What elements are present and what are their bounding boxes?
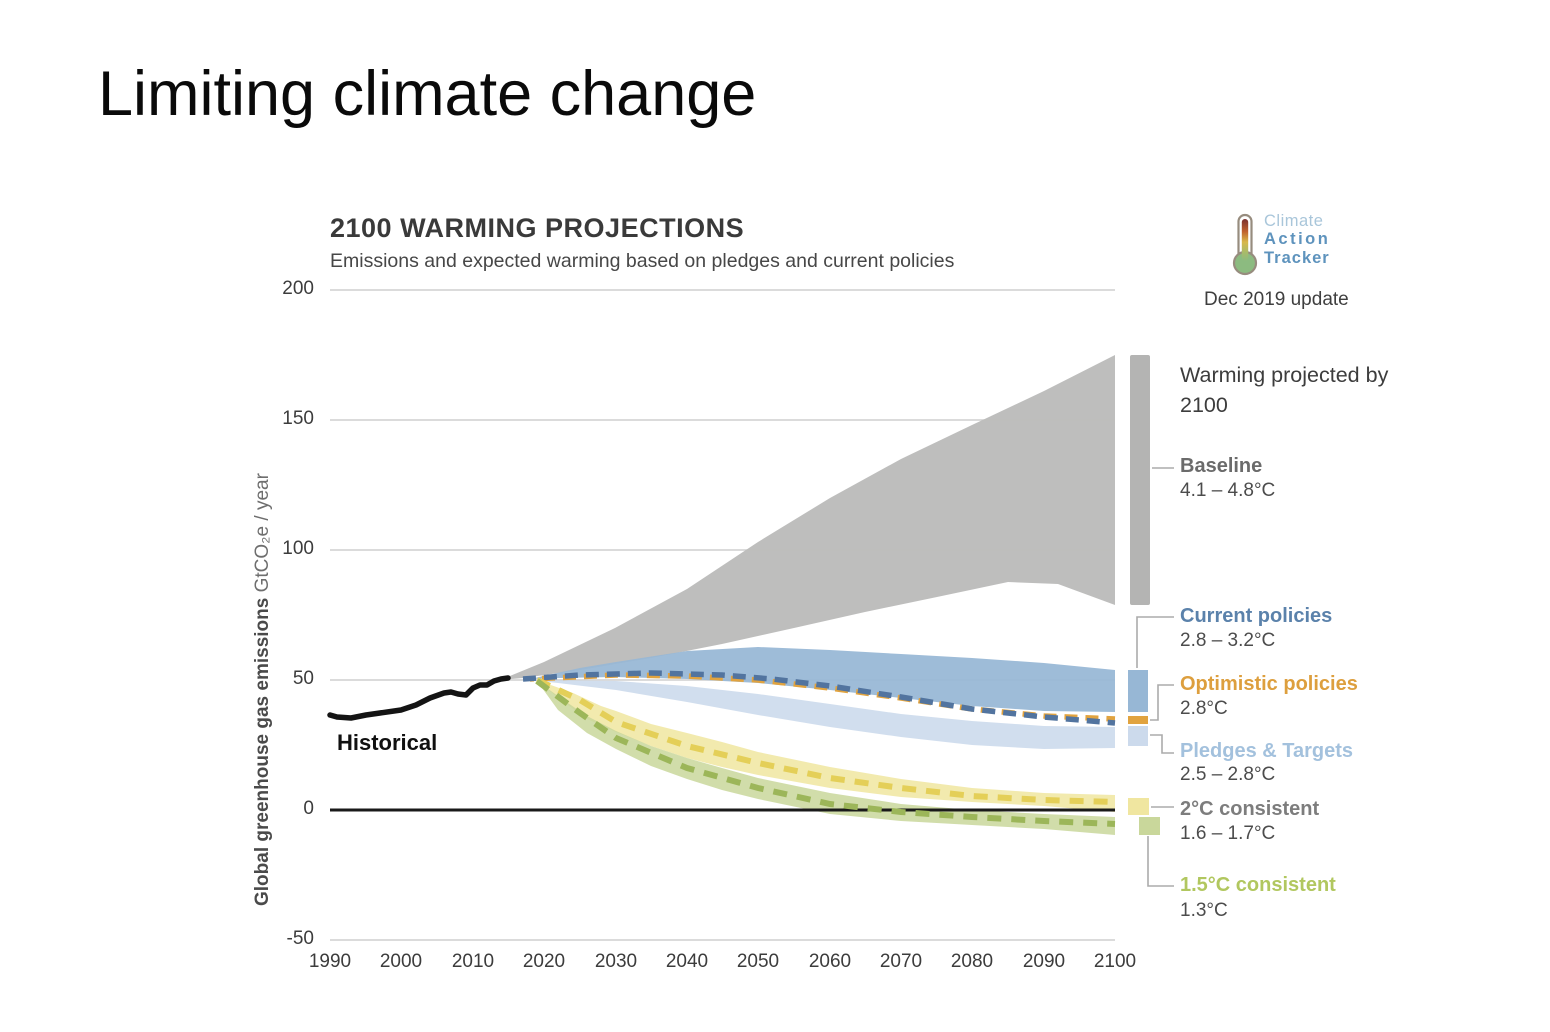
logo-word-climate: Climate	[1264, 212, 1324, 230]
y-tick-100: 100	[282, 538, 314, 559]
x-tick-2090: 2090	[1022, 951, 1066, 972]
two-deg-line	[535, 677, 1116, 805]
x-tick-2040: 2040	[665, 951, 709, 972]
historical-label: Historical	[337, 730, 438, 755]
logo-word-tracker: Tracker	[1264, 248, 1330, 267]
x-tick-2020: 2020	[522, 951, 566, 972]
pledges-targets-band	[530, 680, 1115, 749]
y-tick-neg50: -50	[286, 928, 314, 949]
climate-action-tracker-logo: Climate Action Tracker	[1232, 212, 1402, 276]
legend-current-policies-label: Current policies	[1180, 605, 1333, 627]
logo-word-action: Action	[1264, 230, 1331, 249]
baseline-swatch	[1130, 355, 1150, 605]
one-five-deg-swatch	[1139, 817, 1160, 835]
chart-title: 2100 WARMING PROJECTIONS	[330, 213, 745, 243]
legend-heading: Warming projected by 2100	[1180, 363, 1389, 418]
x-tick-2050: 2050	[736, 951, 780, 972]
update-note: Dec 2019 update	[1204, 289, 1349, 310]
x-tick-2000: 2000	[379, 951, 423, 972]
chart-subtitle: Emissions and expected warming based on …	[330, 250, 955, 272]
y-tick-200: 200	[282, 278, 314, 299]
legend-baseline-label: Baseline	[1180, 455, 1263, 477]
legend-connectors	[1136, 467, 1174, 887]
two-deg-swatch	[1128, 798, 1149, 815]
legend-two-deg-label: 2°C consistent	[1180, 798, 1320, 820]
legend-pledges-targets-range: 2.5 – 2.8°C	[1180, 764, 1276, 785]
current-policies-swatch	[1128, 670, 1148, 712]
pledges-targets-swatch	[1128, 726, 1148, 746]
legend-swatches	[1128, 355, 1160, 835]
x-tick-2030: 2030	[594, 951, 638, 972]
historical-line	[327, 675, 511, 721]
legend-two-deg-range: 1.6 – 1.7°C	[1180, 823, 1276, 844]
x-tick-2060: 2060	[808, 951, 852, 972]
optimistic-policies-swatch	[1128, 716, 1148, 724]
legend-pledges-targets-label: Pledges & Targets	[1180, 740, 1354, 762]
legend-baseline-range: 4.1 – 4.8°C	[1180, 480, 1276, 501]
current-policies-band	[530, 647, 1115, 712]
x-tick-2010: 2010	[451, 951, 495, 972]
logo-wordmark: Climate Action Tracker	[1264, 212, 1330, 267]
legend-current-policies-range: 2.8 – 3.2°C	[1180, 630, 1276, 651]
legend-optimistic-policies-label: Optimistic policies	[1180, 673, 1358, 695]
one-five-deg-line	[535, 678, 1116, 827]
x-tick-2080: 2080	[950, 951, 994, 972]
legend-one-five-deg-range: 1.3°C	[1180, 900, 1228, 921]
legend-one-five-deg-label: 1.5°C consistent	[1180, 874, 1336, 896]
current-policies-line	[522, 670, 1116, 726]
y-axis-label-main: Global greenhouse gas emissions	[252, 597, 273, 906]
legend-optimistic-policies-range: 2.8°C	[1180, 698, 1228, 719]
y-tick-50: 50	[292, 668, 314, 689]
x-tick-2070: 2070	[879, 951, 923, 972]
x-tick-2100: 2100	[1093, 951, 1137, 972]
y-tick-150: 150	[282, 408, 314, 429]
thermometer-icon	[1232, 213, 1258, 276]
slide-title: Limiting climate change	[98, 59, 757, 129]
y-axis-label-unit: GtCO₂e / year	[252, 473, 273, 598]
baseline-band	[500, 355, 1115, 680]
y-tick-0: 0	[303, 798, 314, 819]
x-tick-1990: 1990	[308, 951, 352, 972]
